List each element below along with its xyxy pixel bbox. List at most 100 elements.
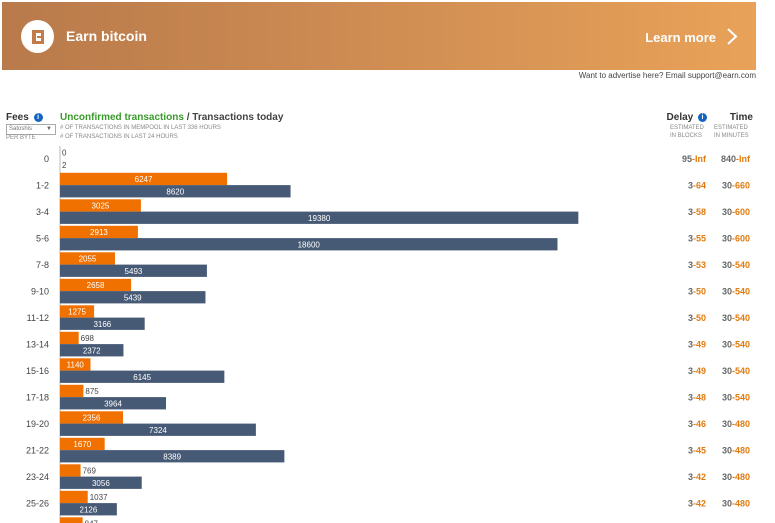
unconfirmed-value-label: 0 [62,149,67,158]
today-value-label: 2126 [80,505,98,514]
unconfirmed-value-label: 1275 [68,308,86,317]
fee-label: 7-8 [36,260,49,270]
today-bar [60,185,291,198]
today-value-label: 2 [62,161,67,170]
learn-more-link[interactable]: Learn more [645,30,716,45]
fee-label: 9-10 [31,287,49,297]
chart-title: Unconfirmed transactions / Transactions … [60,112,283,123]
time-value: 840-Inf [721,154,751,164]
delay-value: 3-49 [688,366,706,376]
time-value: 30-540 [722,393,750,403]
unconfirmed-value-label: 698 [81,334,95,343]
unconfirmed-bar [60,437,105,451]
unconfirmed-bar [60,278,132,292]
today-bar [60,344,124,357]
today-subtitle: # OF TRANSACTIONS IN LAST 24 HOURS [60,134,178,140]
delay-subtitle-1: ESTIMATED [670,125,704,131]
unconfirmed-value-label: 2055 [79,255,97,264]
time-value: 30-660 [722,181,750,191]
today-value-label: 3166 [93,320,111,329]
fee-label: 11-12 [27,313,49,323]
advertise-link[interactable]: Want to advertise here? Email support@ea… [578,71,756,80]
time-value: 30-600 [722,234,750,244]
unconfirmed-value-label: 1140 [67,361,85,370]
unconfirmed-bar [60,464,81,477]
today-bar [60,397,167,410]
unconfirmed-value-label: 2913 [90,228,108,237]
today-bar [60,450,285,463]
chevron-right-icon[interactable] [726,28,738,45]
unit-select-value: Satoshis [9,126,33,132]
fee-label: 3-4 [36,207,49,217]
fee-label: 15-16 [26,366,49,376]
today-bar [60,423,256,436]
delay-header-label: Delay [666,112,694,123]
info-icon[interactable]: i [33,113,43,122]
unit-select[interactable]: Satoshis ▼ [6,124,56,135]
delay-value: 3-42 [688,472,706,482]
fee-label: 17-18 [26,393,49,403]
today-bar [60,211,579,224]
unconfirmed-value-label: 1037 [90,493,108,502]
time-value: 30-600 [722,207,750,217]
today-bar [60,317,145,330]
unconfirmed-bar [60,517,83,523]
today-value-label: 19380 [308,214,331,223]
fee-label: 0 [44,154,49,164]
delay-value: 3-53 [688,260,706,270]
time-value: 30-480 [722,499,750,509]
today-value-label: 8620 [166,187,184,196]
time-value: 30-480 [722,446,750,456]
earn-logo [21,20,54,53]
today-bar [60,291,206,304]
unconfirmed-title: Unconfirmed transactions [60,112,184,123]
unconfirmed-value-label: 2356 [83,414,101,423]
chevron-down-icon: ▼ [46,126,52,132]
delay-value: 3-49 [688,340,706,350]
today-bar [60,264,207,277]
delay-value: 3-45 [688,446,706,456]
time-value: 30-480 [722,472,750,482]
unconfirmed-bar [60,331,79,345]
delay-value: 3-50 [688,287,706,297]
unconfirmed-bar [60,358,91,371]
delay-value: 3-55 [688,234,706,244]
today-bar [60,503,117,516]
time-value: 30-540 [722,366,750,376]
delay-value: 3-64 [688,181,706,191]
time-subtitle-1: ESTIMATED [714,125,748,131]
unconfirmed-bar [60,252,115,265]
unconfirmed-bar [60,172,228,186]
unconfirmed-bar [60,199,141,212]
time-subtitle-2: IN MINUTES [714,133,749,139]
delay-value: 3-58 [688,207,706,217]
unconfirmed-value-label: 1670 [73,440,91,449]
time-value: 30-540 [722,313,750,323]
today-value-label: 18600 [298,240,321,249]
today-value-label: 6145 [133,373,151,382]
fee-label: 13-14 [26,340,49,350]
unconfirmed-value-label: 2658 [87,281,105,290]
fees-header: Fees i [6,112,43,123]
today-value-label: 3964 [104,399,122,408]
fee-label: 25-26 [26,499,49,509]
time-value: 30-480 [722,419,750,429]
fee-label: 21-22 [26,446,49,456]
unconfirmed-bar [60,384,84,398]
title-separator: / [186,112,190,123]
today-value-label: 5493 [125,267,143,276]
today-value-label: 7324 [149,426,167,435]
ad-banner[interactable]: Earn bitcoin Learn more [2,2,756,70]
banner-title: Earn bitcoin [66,28,147,44]
delay-value: 3-42 [688,499,706,509]
delay-subtitle-2: IN BLOCKS [670,133,703,139]
unconfirmed-bar [60,490,88,504]
unconfirmed-bar [60,225,138,239]
info-icon[interactable]: i [698,113,707,122]
time-header: Time [729,112,753,123]
unconfirmed-value-label: 6247 [135,175,153,184]
unconfirmed-value-label: 875 [85,387,99,396]
unconfirmed-value-label: 3025 [92,202,110,211]
unconfirmed-bar [60,305,95,318]
